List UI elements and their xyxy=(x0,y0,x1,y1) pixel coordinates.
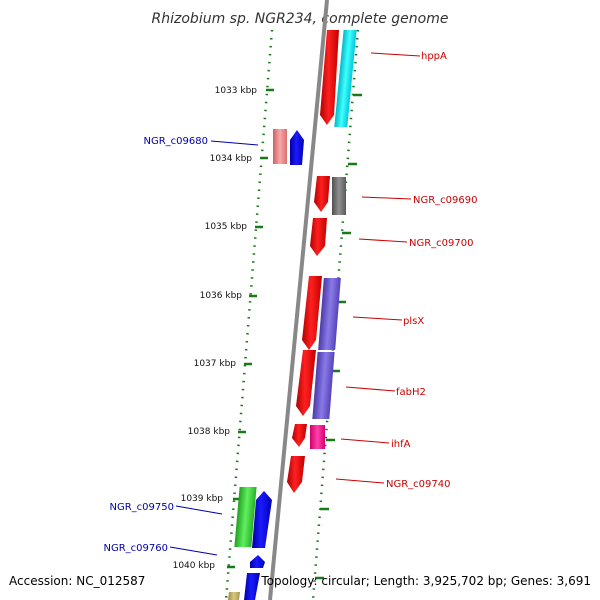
gene-NGR_c09740[interactable] xyxy=(287,456,305,493)
position-tick-1038: 1038 kbp xyxy=(188,427,246,437)
cog-box-fabH2 xyxy=(312,352,335,419)
position-tick-1036: 1036 kbp xyxy=(200,291,257,301)
cog-box-NGR_c09690 xyxy=(332,177,346,215)
gene-label-ihfA[interactable]: ihfA xyxy=(391,439,411,450)
tick-label-1039: 1039 kbp xyxy=(181,494,224,504)
position-tick-1034: 1034 kbp xyxy=(210,154,268,164)
gene-plsX[interactable] xyxy=(302,276,322,350)
accession-text: Accession: NC_012587 xyxy=(9,574,146,588)
gene-NGR_c09700[interactable] xyxy=(310,218,327,256)
tick-label-1038: 1038 kbp xyxy=(188,427,231,437)
gene-label-NGR_c09760[interactable]: NGR_c09760 xyxy=(104,543,169,554)
gene-forward-partial[interactable] xyxy=(244,573,260,600)
gene-NGR_c09690[interactable] xyxy=(314,176,330,212)
cog-box-NGR_c09750 xyxy=(234,487,257,547)
forward-leader-lines xyxy=(169,140,259,556)
position-tick-1033: 1033 kbp xyxy=(215,86,274,96)
tick-label-1033: 1033 kbp xyxy=(215,86,258,96)
tick-label-1040: 1040 kbp xyxy=(173,561,216,571)
position-tick-1037: 1037 kbp xyxy=(194,359,252,369)
position-tick-1039: 1039 kbp xyxy=(181,494,241,504)
gene-label-NGR_c09750[interactable]: NGR_c09750 xyxy=(110,502,175,513)
cog-box-ihfA xyxy=(310,425,325,449)
tick-label-1035: 1035 kbp xyxy=(205,222,248,232)
map-title: Rhizobium sp. NGR234, complete genome xyxy=(152,11,449,27)
cog-box-plsX xyxy=(318,278,341,350)
gene-NGR_c09760[interactable] xyxy=(250,555,265,568)
gene-ihfA[interactable] xyxy=(292,424,307,447)
position-tick-1035: 1035 kbp xyxy=(205,222,263,232)
gene-label-NGR_c09700[interactable]: NGR_c09700 xyxy=(409,238,474,249)
reverse-leader-lines xyxy=(335,52,421,484)
topology-text: Topology: circular; Length: 3,925,702 bp… xyxy=(261,574,591,588)
tick-label-1036: 1036 kbp xyxy=(200,291,243,301)
cog-box-NGR_c09680 xyxy=(273,129,287,164)
gene-label-NGR_c09680[interactable]: NGR_c09680 xyxy=(144,136,209,147)
genome-backbone xyxy=(268,0,329,600)
position-tick-1040: 1040 kbp xyxy=(173,561,235,571)
cog-box-hppA xyxy=(334,30,357,127)
gene-label-NGR_c09690[interactable]: NGR_c09690 xyxy=(413,195,478,206)
gene-label-hppA[interactable]: hppA xyxy=(421,51,447,62)
tick-label-1037: 1037 kbp xyxy=(194,359,237,369)
gene-hppA[interactable] xyxy=(320,30,339,125)
gene-label-fabH2[interactable]: fabH2 xyxy=(396,387,426,398)
gene-label-plsX[interactable]: plsX xyxy=(403,316,424,327)
gene-fabH2[interactable] xyxy=(296,350,316,416)
gene-NGR_c09750[interactable] xyxy=(252,491,272,548)
cog-box-partial xyxy=(228,592,240,600)
gene-NGR_c09680[interactable] xyxy=(290,130,304,165)
gene-label-NGR_c09740[interactable]: NGR_c09740 xyxy=(386,479,451,490)
tick-label-1034: 1034 kbp xyxy=(210,154,253,164)
